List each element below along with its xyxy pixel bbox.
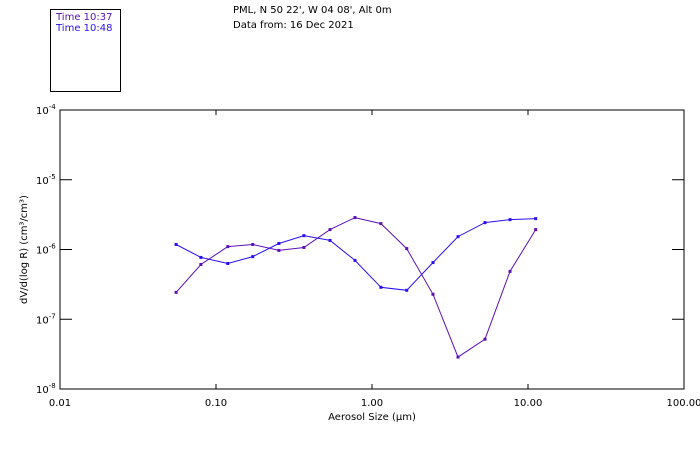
y-tick-label: 10-7	[36, 312, 56, 326]
y-tick-label: 10-8	[36, 382, 56, 396]
data-point	[405, 247, 409, 251]
data-point	[251, 255, 255, 259]
y-tick-label: 10-6	[36, 243, 56, 257]
data-point	[405, 288, 409, 292]
y-tick-base: 10	[36, 106, 49, 117]
x-tick-label: 100.00	[667, 398, 700, 409]
data-point	[226, 245, 230, 249]
data-point	[174, 290, 178, 294]
data-point	[508, 269, 512, 273]
y-tick-base: 10	[36, 315, 49, 326]
x-tick-label: 1.00	[361, 398, 383, 409]
y-tick-label: 10-5	[36, 173, 56, 187]
data-point	[199, 255, 203, 259]
y-tick-base: 10	[36, 246, 49, 257]
data-point	[456, 235, 460, 239]
y-tick-exponent: -6	[49, 243, 57, 251]
location-header: PML, N 50 22', W 04 08', Alt 0m	[233, 5, 392, 16]
x-tick-label: 10.00	[514, 398, 543, 409]
data-point	[226, 261, 230, 265]
series-line-1	[175, 218, 536, 291]
data-point	[483, 221, 487, 225]
data-point	[302, 245, 306, 249]
y-tick-exponent: -5	[49, 173, 56, 181]
data-point	[302, 234, 306, 238]
series-line-0	[175, 217, 537, 358]
data-point	[508, 218, 512, 222]
x-axis-title: Aerosol Size (µm)	[328, 412, 416, 423]
x-tick-label: 0.10	[205, 398, 227, 409]
data-point	[379, 285, 383, 289]
data-point	[174, 242, 178, 246]
data-point	[534, 217, 538, 221]
data-point	[534, 228, 538, 232]
legend-item-1048: Time 10:48	[56, 23, 113, 34]
y-tick-exponent: -7	[49, 312, 56, 320]
data-point	[328, 238, 332, 242]
legend-item-1037: Time 10:37	[56, 12, 113, 23]
data-point	[277, 241, 281, 245]
data-point	[277, 248, 281, 252]
data-point	[353, 216, 357, 220]
data-point	[431, 261, 435, 265]
data-point	[456, 355, 460, 359]
x-tick-label: 0.01	[49, 398, 71, 409]
y-tick-base: 10	[36, 176, 49, 187]
y-axis-title: dV/d(log R) (cm³/cm³)	[19, 195, 30, 304]
data-point	[199, 262, 203, 266]
data-point	[431, 292, 435, 296]
data-point	[379, 222, 383, 226]
legend: Time 10:37 Time 10:48	[50, 9, 121, 92]
y-tick-base: 10	[36, 385, 49, 396]
y-tick-exponent: -8	[49, 382, 56, 390]
data-point	[328, 228, 332, 232]
data-point	[483, 337, 487, 341]
plot-frame	[59, 109, 685, 390]
y-tick-exponent: -4	[49, 103, 57, 111]
y-tick-label: 10-4	[36, 103, 56, 117]
data-point	[251, 242, 255, 246]
data-point	[353, 258, 357, 262]
date-header: Data from: 16 Dec 2021	[233, 20, 354, 31]
